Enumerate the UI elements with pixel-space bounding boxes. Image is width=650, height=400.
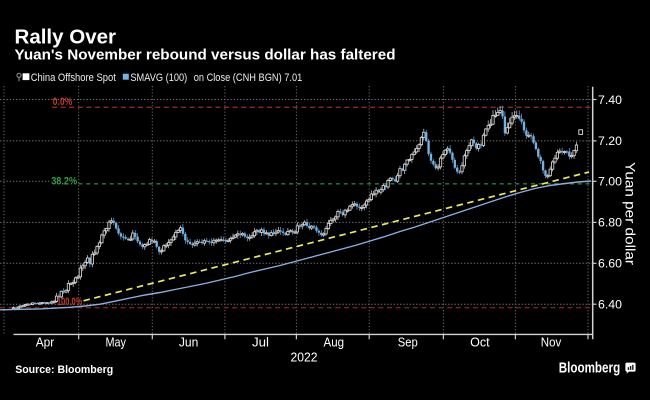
svg-text:2022: 2022	[291, 350, 318, 365]
svg-text:7.00: 7.00	[598, 175, 622, 189]
svg-text:Bloomberg: Bloomberg	[559, 361, 621, 377]
svg-text:6.80: 6.80	[598, 216, 622, 230]
svg-text:Nov: Nov	[541, 335, 562, 350]
svg-text:May: May	[105, 335, 126, 350]
svg-text:0.0%: 0.0%	[53, 96, 72, 108]
svg-text:SMAVG (100): SMAVG (100)	[130, 72, 187, 84]
svg-text:Apr: Apr	[36, 335, 55, 350]
svg-text:6.40: 6.40	[598, 298, 622, 312]
svg-text:100.0%: 100.0%	[57, 296, 82, 308]
svg-text:on Close (CNH BGN) 7.01: on Close (CNH BGN) 7.01	[194, 72, 303, 84]
svg-text:7.20: 7.20	[598, 134, 622, 148]
svg-text:Source: Bloomberg: Source: Bloomberg	[15, 364, 113, 376]
svg-text:6.60: 6.60	[598, 257, 622, 271]
svg-text:Jul: Jul	[252, 335, 269, 350]
svg-text:China Offshore Spot: China Offshore Spot	[31, 72, 116, 84]
svg-text:Rally Over: Rally Over	[15, 26, 117, 48]
svg-text:Yuan's November rebound versus: Yuan's November rebound versus dollar ha…	[15, 47, 396, 63]
svg-text:Yuan per dollar: Yuan per dollar	[623, 162, 638, 265]
svg-text:Jun: Jun	[179, 335, 199, 350]
svg-text:Aug: Aug	[324, 335, 345, 350]
svg-text:38.2%: 38.2%	[51, 176, 77, 188]
svg-text:Oct: Oct	[470, 335, 490, 350]
svg-text:7.40: 7.40	[598, 93, 622, 107]
svg-text:Sep: Sep	[398, 335, 418, 350]
